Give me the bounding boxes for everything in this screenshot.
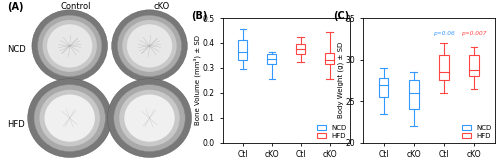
- Ellipse shape: [122, 20, 176, 72]
- Text: Control: Control: [61, 2, 91, 11]
- Ellipse shape: [32, 10, 108, 82]
- FancyBboxPatch shape: [325, 53, 334, 64]
- Ellipse shape: [127, 24, 172, 68]
- Y-axis label: Body Weight (g) ± SD: Body Weight (g) ± SD: [337, 42, 344, 118]
- Ellipse shape: [108, 79, 192, 157]
- FancyBboxPatch shape: [267, 54, 276, 64]
- Ellipse shape: [112, 10, 188, 82]
- Text: p=0.06: p=0.06: [433, 31, 454, 36]
- Text: NCD: NCD: [6, 45, 26, 54]
- FancyBboxPatch shape: [439, 55, 448, 80]
- FancyBboxPatch shape: [469, 55, 478, 76]
- FancyBboxPatch shape: [296, 44, 306, 54]
- Ellipse shape: [28, 79, 112, 157]
- Ellipse shape: [42, 20, 97, 72]
- Legend: NCD, HFD: NCD, HFD: [318, 125, 346, 139]
- Text: p=0.007: p=0.007: [461, 31, 486, 36]
- Ellipse shape: [38, 15, 102, 77]
- Y-axis label: Bone Volume (mm³) ± SD: Bone Volume (mm³) ± SD: [194, 35, 202, 125]
- Text: (A): (A): [6, 2, 23, 12]
- Ellipse shape: [118, 15, 182, 77]
- Ellipse shape: [47, 24, 92, 68]
- Ellipse shape: [124, 94, 174, 142]
- Text: HFD: HFD: [6, 120, 25, 129]
- Legend: NCD, HFD: NCD, HFD: [462, 125, 492, 139]
- Text: (C): (C): [334, 10, 349, 20]
- Ellipse shape: [120, 90, 180, 146]
- Ellipse shape: [34, 85, 106, 152]
- Text: (B): (B): [190, 10, 207, 20]
- Ellipse shape: [40, 90, 100, 146]
- Text: cKO: cKO: [154, 2, 170, 11]
- FancyBboxPatch shape: [238, 41, 248, 60]
- FancyBboxPatch shape: [379, 78, 388, 97]
- Ellipse shape: [114, 85, 185, 152]
- Ellipse shape: [44, 94, 95, 142]
- FancyBboxPatch shape: [409, 80, 418, 109]
